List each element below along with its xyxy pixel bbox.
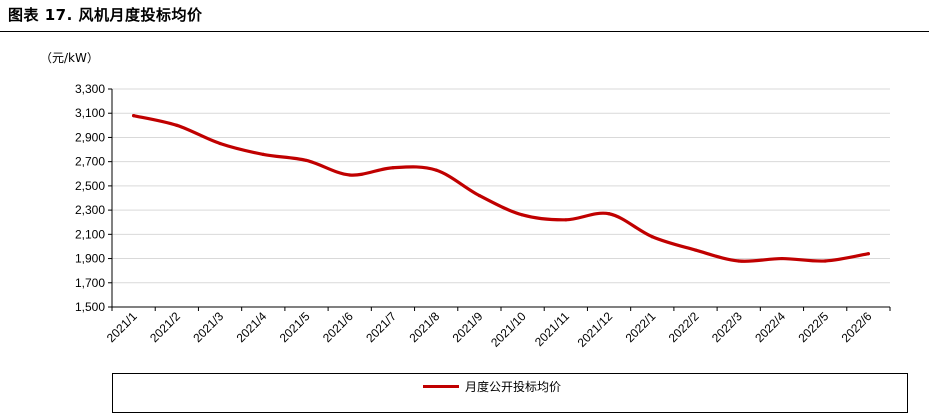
y-tick-label: 2,500	[75, 179, 105, 193]
x-tick-label: 2021/4	[234, 309, 270, 345]
gridlines	[112, 88, 890, 284]
y-tick-label: 2,100	[75, 227, 105, 241]
data-point	[693, 248, 698, 252]
data-point	[304, 158, 309, 163]
x-tick-label: 2021/10	[488, 309, 529, 350]
y-tick-label: 2,700	[75, 155, 105, 169]
axes	[108, 88, 891, 311]
x-tick-label: 2021/5	[277, 309, 313, 345]
data-point	[477, 193, 481, 198]
x-tick-label: 2022/3	[709, 309, 745, 345]
x-tick-labels: 2021/1 2021/2 2021/3 2021/4 2021/5 2021/6 2021…	[104, 309, 875, 350]
series-line	[132, 114, 870, 263]
x-tick-label: 2022/4	[752, 309, 788, 345]
legend-swatch	[423, 385, 459, 388]
data-point	[866, 252, 870, 256]
x-tick-label: 2021/6	[320, 309, 356, 345]
x-tick-label: 2021/11	[532, 309, 572, 349]
x-tick-label: 2022/1	[623, 309, 659, 345]
data-point	[737, 259, 741, 263]
line-chart: （元/kW） 1,500 1,700 1,900 2,100 2,300 2,500 2,7…	[40, 51, 891, 350]
data-point	[175, 123, 179, 127]
data-point	[780, 256, 784, 261]
x-tick-label: 2022/5	[795, 309, 831, 345]
y-tick-label: 1,900	[75, 252, 105, 266]
x-tick-label: 2022/6	[839, 309, 875, 345]
x-tick-label: 2021/3	[190, 309, 226, 345]
y-tick-label: 3,100	[75, 106, 105, 120]
y-tick-label: 1,500	[75, 300, 105, 314]
x-tick-label: 2021/7	[363, 309, 399, 345]
legend-label: 月度公开投标均价	[465, 380, 562, 394]
series-group	[132, 114, 870, 263]
data-point	[261, 152, 265, 156]
y-tick-label: 1,700	[75, 276, 105, 290]
data-point	[650, 235, 654, 239]
x-tick-label: 2021/12	[575, 309, 616, 350]
y-tick-label: 2,900	[75, 130, 105, 144]
x-tick-label: 2022/2	[666, 309, 702, 345]
x-tick-label: 2021/1	[104, 309, 140, 345]
data-point	[564, 218, 568, 222]
x-tick-label: 2021/8	[406, 309, 442, 345]
y-tick-labels: 1,500 1,700 1,900 2,100 2,300 2,500 2,700 2,900…	[75, 82, 105, 314]
data-point	[348, 173, 352, 177]
title-divider	[0, 31, 929, 32]
data-point	[391, 166, 395, 170]
data-point	[132, 114, 136, 118]
data-point	[218, 141, 222, 146]
x-tick-label: 2021/9	[450, 309, 486, 345]
y-axis-unit-label: （元/kW）	[40, 51, 99, 65]
y-tick-label: 3,300	[75, 82, 105, 96]
x-tick-label: 2021/2	[147, 309, 183, 345]
y-tick-label: 2,300	[75, 203, 105, 217]
data-point	[521, 213, 525, 217]
data-point	[823, 259, 827, 263]
figure-title: 图表 17. 风机月度投标均价	[8, 6, 203, 24]
legend: 月度公开投标均价	[112, 373, 908, 413]
data-point	[434, 168, 438, 172]
data-point	[607, 212, 611, 216]
legend-item[interactable]: 月度公开投标均价	[423, 378, 561, 395]
